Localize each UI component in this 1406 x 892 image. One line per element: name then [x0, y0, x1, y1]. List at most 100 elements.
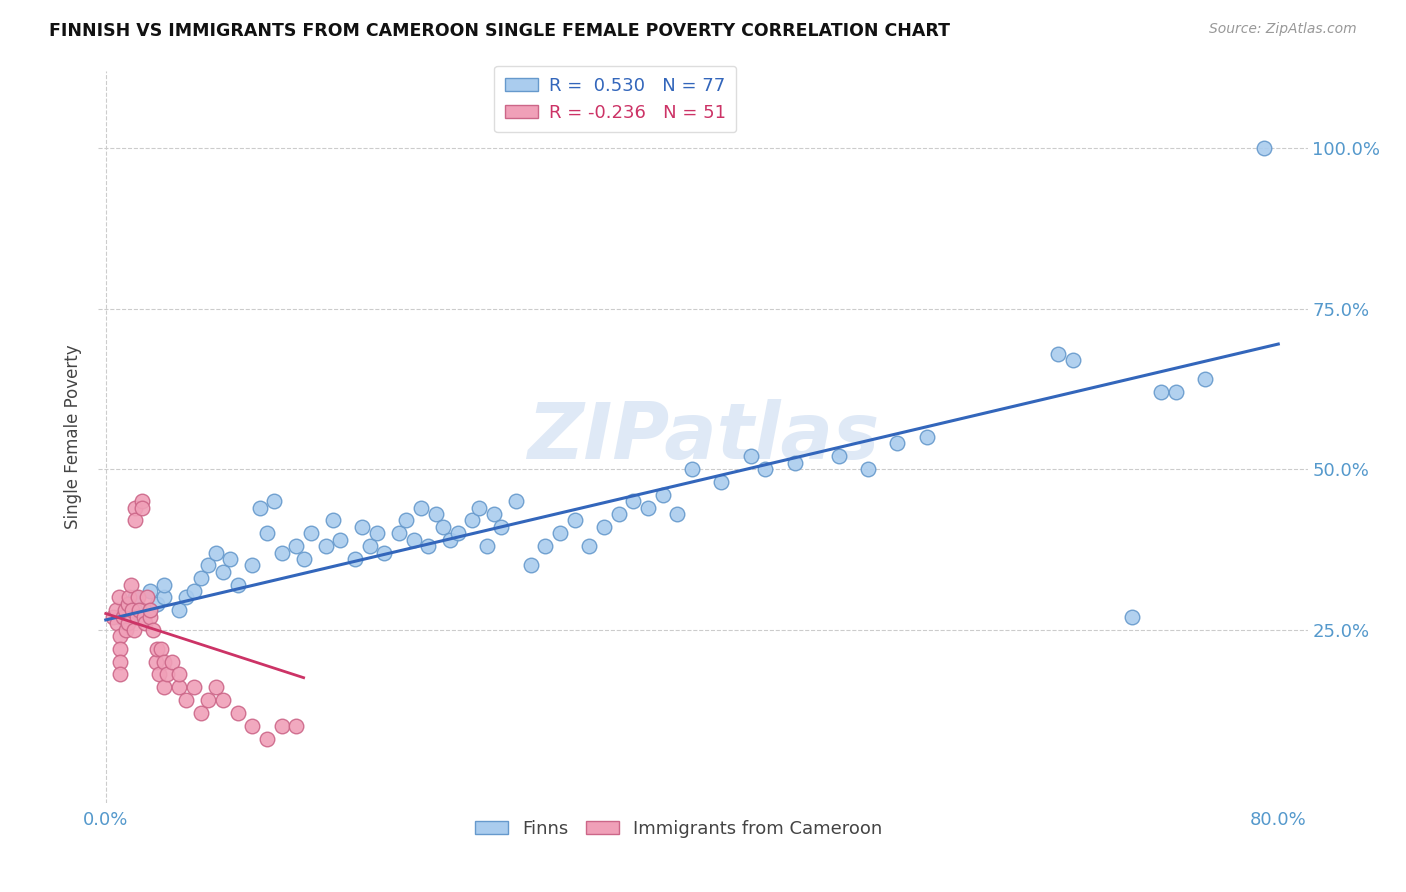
Text: FINNISH VS IMMIGRANTS FROM CAMEROON SINGLE FEMALE POVERTY CORRELATION CHART: FINNISH VS IMMIGRANTS FROM CAMEROON SING… [49, 22, 950, 40]
Point [122, 623, 145, 637]
Point [183, 584, 205, 599]
Point [1062, 353, 1084, 368]
Point [1164, 385, 1187, 400]
Point [439, 533, 461, 547]
Point [124, 591, 146, 605]
Point [418, 539, 440, 553]
Point [1194, 372, 1216, 386]
Point [482, 507, 505, 521]
Point [128, 603, 150, 617]
Point [120, 577, 142, 591]
Point [395, 514, 418, 528]
Point [329, 533, 352, 547]
Point [564, 514, 586, 528]
Point [145, 655, 167, 669]
Point [534, 539, 557, 553]
Point [432, 520, 454, 534]
Point [1121, 609, 1143, 624]
Point [110, 641, 132, 656]
Point [446, 526, 468, 541]
Point [176, 591, 198, 605]
Point [1150, 385, 1173, 400]
Point [607, 507, 630, 521]
Point [167, 667, 190, 681]
Point [117, 597, 139, 611]
Point [110, 609, 132, 624]
Point [226, 706, 249, 720]
Point [124, 603, 146, 617]
Point [292, 552, 315, 566]
Point [125, 609, 148, 624]
Point [197, 693, 219, 707]
Point [138, 603, 160, 617]
Point [409, 500, 432, 515]
Point [110, 667, 132, 681]
Point [710, 475, 733, 489]
Point [148, 667, 170, 681]
Point [783, 456, 806, 470]
Point [153, 577, 176, 591]
Point [548, 526, 571, 541]
Point [131, 500, 153, 515]
Point [256, 526, 278, 541]
Point [315, 539, 337, 553]
Point [105, 603, 128, 617]
Point [240, 558, 263, 573]
Point [886, 436, 908, 450]
Point [167, 681, 190, 695]
Point [197, 558, 219, 573]
Point [131, 494, 153, 508]
Point [343, 552, 366, 566]
Point [491, 520, 513, 534]
Point [1253, 141, 1275, 155]
Point [135, 591, 157, 605]
Point [256, 731, 278, 746]
Point [146, 641, 169, 656]
Point [352, 520, 374, 534]
Point [150, 641, 173, 656]
Point [138, 584, 160, 599]
Y-axis label: Single Female Poverty: Single Female Poverty [65, 345, 83, 529]
Point [461, 514, 484, 528]
Point [1047, 346, 1070, 360]
Point [468, 500, 491, 515]
Point [183, 681, 205, 695]
Point [212, 693, 235, 707]
Point [285, 539, 308, 553]
Point [190, 571, 212, 585]
Point [270, 545, 292, 559]
Point [740, 450, 762, 464]
Point [124, 500, 146, 515]
Point [160, 655, 183, 669]
Point [219, 552, 242, 566]
Point [132, 609, 155, 624]
Point [138, 609, 160, 624]
Point [263, 494, 285, 508]
Point [285, 719, 308, 733]
Point [153, 681, 176, 695]
Point [142, 623, 165, 637]
Point [117, 597, 139, 611]
Point [153, 591, 176, 605]
Point [402, 533, 425, 547]
Point [107, 616, 129, 631]
Point [108, 591, 131, 605]
Point [226, 577, 249, 591]
Point [121, 603, 143, 617]
Point [117, 616, 139, 631]
Point [593, 520, 616, 534]
Point [520, 558, 543, 573]
Point [578, 539, 600, 553]
Point [212, 565, 235, 579]
Point [681, 462, 703, 476]
Point [131, 609, 153, 624]
Point [118, 591, 141, 605]
Point [475, 539, 498, 553]
Point [156, 667, 179, 681]
Point [146, 597, 169, 611]
Point [299, 526, 322, 541]
Point [827, 450, 849, 464]
Point [754, 462, 776, 476]
Text: ZIPatlas: ZIPatlas [527, 399, 879, 475]
Point [856, 462, 879, 476]
